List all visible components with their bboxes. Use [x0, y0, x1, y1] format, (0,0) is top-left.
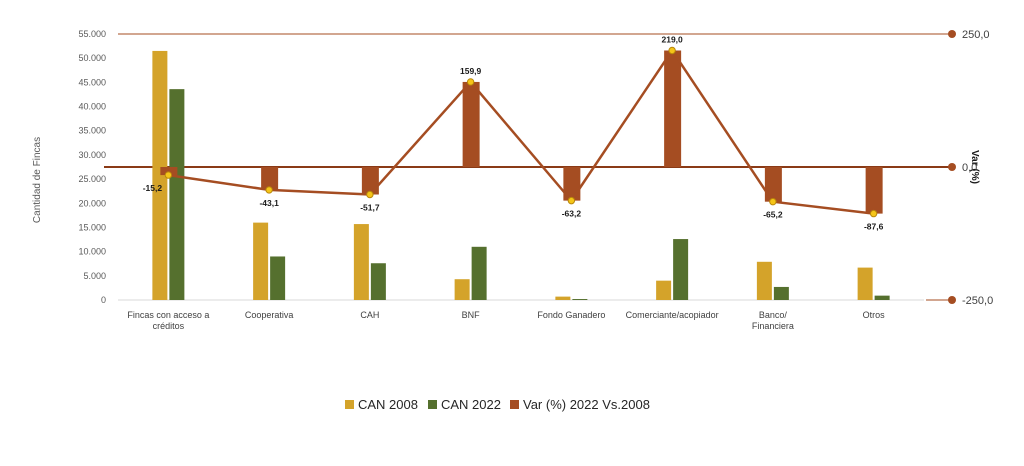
x-tick-label-line: Fincas con acceso a — [127, 310, 209, 320]
var-line-layer — [164, 46, 878, 218]
y-tick-label: 55.000 — [78, 29, 106, 39]
x-tick-label: BNF — [462, 310, 481, 320]
y-tick-label: 5.000 — [83, 271, 106, 281]
y-tick-label: 15.000 — [78, 222, 106, 232]
bar-can-2022 — [169, 89, 185, 300]
legend-swatch — [428, 400, 437, 409]
var-point — [567, 196, 576, 205]
legend-label: CAN 2022 — [441, 397, 501, 412]
data-label: -51,7 — [360, 203, 380, 213]
data-label: -43,1 — [259, 198, 279, 208]
bar-var — [361, 167, 379, 195]
y2-tick-label: 250,0 — [962, 29, 990, 41]
axes-layer: 0 5.000 10.000 15.000 20.000 25.000 30.000 35.0… — [78, 29, 993, 307]
x-tick-label: Fondo Ganadero — [537, 310, 605, 320]
data-label: -65,2 — [763, 210, 783, 220]
bar-can-2022 — [874, 295, 890, 300]
legend-swatch — [510, 400, 519, 409]
x-tick-label: Comerciante/acopiador — [626, 310, 719, 320]
data-label: 219,0 — [661, 34, 683, 44]
y-axis-title: Cantidad de Fincas — [32, 137, 43, 223]
bar-var — [160, 167, 178, 176]
var-line — [168, 49, 874, 215]
var-point — [366, 190, 374, 199]
data-label: -63,2 — [562, 209, 582, 219]
y-tick-label: 35.000 — [78, 126, 106, 136]
data-label: -15,2 — [143, 183, 163, 193]
bar-can-2008 — [353, 224, 369, 300]
bar-can-2008 — [152, 50, 168, 300]
x-tick-label: Banco/Financiera — [752, 310, 794, 331]
bar-var — [664, 50, 682, 167]
bars-layer — [152, 50, 890, 300]
bar-var — [764, 167, 782, 202]
var-point — [668, 46, 676, 55]
bar-can-2008 — [454, 279, 470, 300]
bar-can-2022 — [673, 239, 689, 300]
legend-label: Var (%) 2022 Vs.2008 — [523, 397, 650, 412]
y-tick-label: 25.000 — [78, 174, 106, 184]
x-tick-label-line: Fondo Ganadero — [537, 310, 605, 320]
y-tick-label: 10.000 — [78, 247, 106, 257]
y2-axis-title: Var (%) — [969, 150, 980, 184]
y-tick-label: 0 — [101, 295, 106, 305]
x-tick-label-line: Otros — [863, 310, 886, 320]
y-tick-label: 45.000 — [78, 77, 106, 87]
x-tick-label: Cooperativa — [245, 310, 294, 320]
bar-can-2008 — [656, 280, 672, 300]
y-tick-label: 30.000 — [78, 150, 106, 160]
labels-layer: -15,2 -43,1 -51,7 159,9 -63,2 219,0 -65,2 -87,6… — [127, 34, 885, 331]
x-tick-label-line: Banco/ — [759, 310, 788, 320]
y-tick-label: 20.000 — [78, 198, 106, 208]
var-point — [869, 209, 878, 218]
data-label: -87,6 — [864, 222, 884, 232]
bar-can-2008 — [857, 267, 873, 300]
x-tick-label-line: BNF — [462, 310, 481, 320]
bar-can-2022 — [773, 286, 789, 300]
data-label: 159,9 — [460, 66, 482, 76]
bar-can-2008 — [253, 222, 269, 300]
y-tick-label: 40.000 — [78, 102, 106, 112]
bar-can-2022 — [370, 263, 386, 300]
y2-tick-marker — [948, 30, 956, 38]
bar-var — [462, 81, 480, 167]
bar-can-2022 — [270, 256, 286, 300]
x-tick-label-line: Cooperativa — [245, 310, 294, 320]
var-point — [769, 197, 777, 206]
y2-tick-label: -250,0 — [962, 295, 993, 307]
x-tick-label: CAH — [360, 310, 379, 320]
y2-tick-marker — [948, 296, 956, 304]
bar-can-2022 — [572, 299, 588, 300]
legend: CAN 2008 CAN 2022 Var (%) 2022 Vs.2008 — [345, 397, 650, 412]
bar-var — [261, 167, 279, 190]
x-tick-label: Fincas con acceso a créditos — [127, 310, 209, 331]
var-point — [164, 171, 173, 179]
bar-can-2022 — [471, 246, 487, 300]
bar-var — [865, 167, 883, 214]
y2-tick-label: 0,0 — [962, 162, 977, 174]
bar-can-2008 — [555, 296, 571, 300]
x-tick-label-line: créditos — [153, 321, 185, 331]
x-tick-label-line: Comerciante/acopiador — [626, 310, 719, 320]
x-tick-label-line: CAH — [360, 310, 379, 320]
bar-can-2008 — [756, 261, 772, 300]
legend-swatch — [345, 400, 354, 409]
var-point — [466, 78, 475, 86]
y2-tick-marker — [948, 163, 956, 171]
x-tick-label-line: Financiera — [752, 321, 794, 331]
legend-label: CAN 2008 — [358, 397, 418, 412]
y-tick-label: 50.000 — [78, 53, 106, 63]
x-tick-label: Otros — [863, 310, 886, 320]
var-point — [265, 186, 273, 194]
